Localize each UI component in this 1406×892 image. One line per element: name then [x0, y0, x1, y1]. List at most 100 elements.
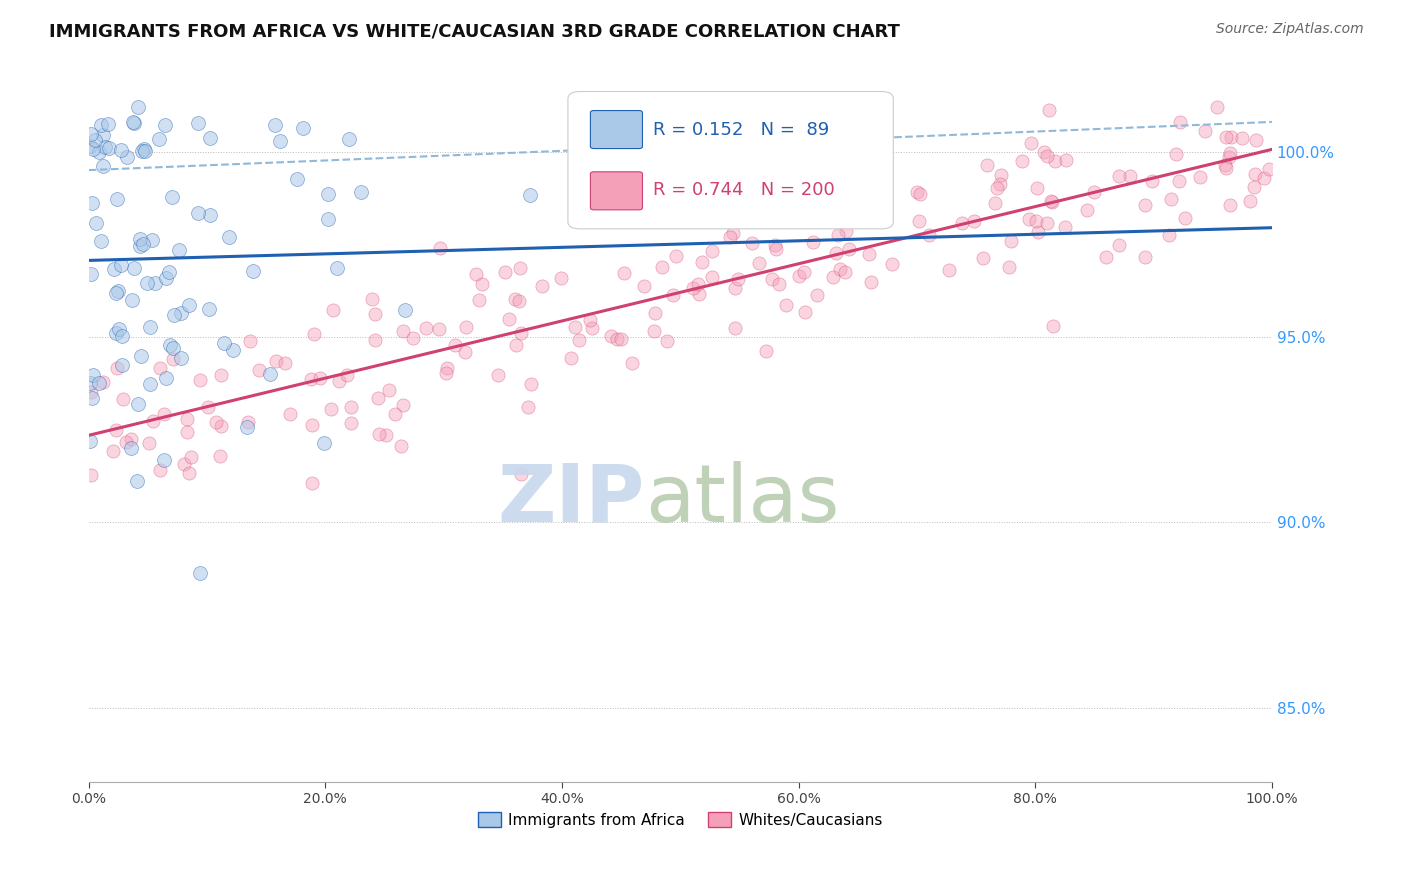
Point [789, 173, 811, 187]
Point [301, 476, 323, 491]
Point [273, 356, 295, 370]
FancyBboxPatch shape [568, 92, 893, 229]
Point [134, 144, 156, 158]
Point [827, 227, 849, 242]
Point [1043, 154, 1066, 169]
Point [159, 338, 181, 352]
Text: R = 0.152   N =  89: R = 0.152 N = 89 [654, 120, 830, 138]
Point [90, 234, 112, 248]
Point [1076, 203, 1098, 218]
Point [391, 324, 413, 338]
Point [938, 262, 960, 277]
Point [754, 213, 776, 227]
Point [747, 256, 769, 270]
Point [117, 150, 139, 164]
Point [505, 337, 527, 351]
Point [849, 212, 872, 227]
Point [79, 138, 101, 153]
Point [773, 202, 796, 217]
Point [882, 257, 904, 271]
Point [79, 376, 101, 391]
Point [415, 321, 437, 335]
Point [761, 272, 783, 286]
Point [665, 249, 688, 263]
Point [700, 244, 723, 259]
Point [247, 363, 270, 377]
Point [278, 407, 301, 421]
Point [427, 322, 450, 336]
Point [610, 332, 633, 346]
Point [1033, 145, 1056, 160]
Point [91, 159, 114, 173]
Point [606, 332, 628, 346]
Point [1083, 185, 1105, 199]
Point [322, 302, 344, 317]
Point [1026, 181, 1049, 195]
Text: IMMIGRANTS FROM AFRICA VS WHITE/CAUCASIAN 3RD GRADE CORRELATION CHART: IMMIGRANTS FROM AFRICA VS WHITE/CAUCASIA… [49, 22, 900, 40]
Point [367, 391, 389, 405]
Point [651, 260, 673, 275]
Point [105, 326, 128, 340]
Point [136, 276, 159, 290]
Point [188, 566, 211, 581]
Point [157, 265, 180, 279]
Text: ZIP: ZIP [498, 461, 645, 539]
Point [402, 331, 425, 345]
Point [1140, 174, 1163, 188]
Point [1174, 211, 1197, 225]
Point [127, 397, 149, 411]
Point [93, 375, 115, 389]
Point [187, 116, 209, 130]
Point [368, 426, 391, 441]
Point [690, 255, 713, 269]
Text: atlas: atlas [645, 461, 839, 539]
Point [143, 276, 166, 290]
Point [110, 143, 132, 157]
FancyBboxPatch shape [591, 111, 643, 149]
Point [378, 384, 401, 398]
Point [1019, 136, 1042, 150]
Point [1039, 194, 1062, 209]
Point [1108, 238, 1130, 252]
Point [1011, 154, 1033, 169]
Point [1170, 115, 1192, 129]
Point [821, 270, 844, 285]
Point [82, 368, 104, 382]
Point [825, 245, 848, 260]
Point [90, 118, 112, 132]
Point [169, 351, 191, 365]
Point [97, 117, 120, 131]
Point [326, 261, 349, 276]
Point [375, 428, 398, 442]
Point [517, 400, 540, 414]
Point [198, 131, 221, 145]
Point [1157, 228, 1180, 243]
Point [80, 391, 103, 405]
Point [180, 450, 202, 464]
Point [328, 374, 350, 388]
Point [149, 361, 172, 376]
Point [361, 292, 384, 306]
Point [434, 367, 457, 381]
Point [727, 272, 749, 286]
Point [392, 398, 415, 412]
Point [308, 370, 330, 384]
Point [986, 181, 1008, 195]
Point [79, 468, 101, 483]
Point [152, 453, 174, 467]
Point [80, 384, 103, 399]
Point [1219, 130, 1241, 145]
Point [209, 368, 232, 382]
Point [127, 474, 149, 488]
Point [1189, 169, 1212, 184]
Point [94, 140, 117, 154]
Point [436, 361, 458, 376]
Point [1215, 130, 1237, 145]
Point [80, 196, 103, 211]
Point [80, 267, 103, 281]
Point [155, 119, 177, 133]
Point [170, 306, 193, 320]
Point [1133, 250, 1156, 264]
Point [599, 328, 621, 343]
Point [264, 354, 287, 368]
